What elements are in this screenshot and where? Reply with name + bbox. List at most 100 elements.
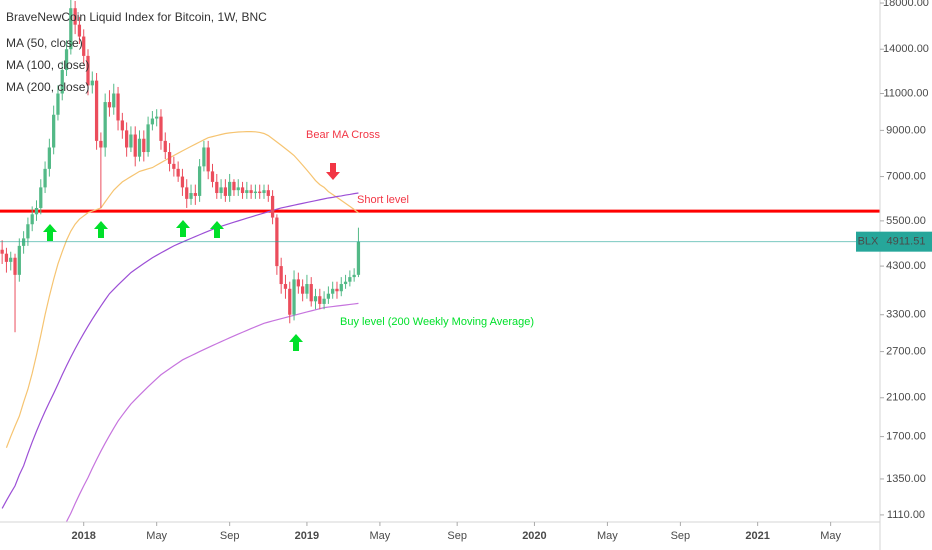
candle-body bbox=[262, 190, 266, 194]
candle-body bbox=[146, 124, 150, 153]
candle-body bbox=[17, 245, 21, 275]
candle-body bbox=[343, 281, 348, 285]
candle-body bbox=[163, 140, 167, 153]
candle-body bbox=[313, 296, 318, 302]
symbol-badge bbox=[856, 231, 880, 252]
buy-arrow bbox=[94, 221, 108, 238]
legend-entry: MA (50, close) bbox=[6, 36, 83, 50]
candle-body bbox=[331, 288, 335, 294]
last-price-label: 4911.51 bbox=[887, 236, 926, 248]
y-tick-label: 1700.00 bbox=[886, 431, 926, 443]
candle-body bbox=[279, 266, 283, 285]
chart-title: BraveNewCoin Liquid Index for Bitcoin, 1… bbox=[6, 10, 267, 24]
annotation: Bear MA Cross bbox=[306, 129, 380, 141]
candle-body bbox=[309, 284, 313, 302]
candle-body bbox=[52, 114, 56, 148]
candle-body bbox=[266, 190, 270, 196]
y-tick-label: 9000.00 bbox=[886, 124, 926, 136]
x-tick-label: Sep bbox=[671, 530, 691, 542]
candle-body bbox=[223, 187, 227, 196]
candle-body bbox=[352, 274, 356, 278]
candle-body bbox=[240, 187, 245, 194]
candle-body bbox=[116, 93, 120, 121]
annotation: Short level bbox=[357, 194, 409, 206]
candle-body bbox=[77, 24, 82, 37]
moving-average-line bbox=[66, 302, 359, 522]
candle-body bbox=[210, 171, 215, 182]
candle-body bbox=[228, 181, 232, 196]
candle-body bbox=[348, 277, 352, 282]
candle-body bbox=[21, 238, 26, 246]
candle-body bbox=[219, 187, 223, 194]
annotation: Buy level (200 Weekly Moving Average) bbox=[340, 316, 534, 328]
y-tick-label: 2700.00 bbox=[886, 346, 926, 358]
y-tick-label: 7000.00 bbox=[886, 170, 926, 182]
candle-body bbox=[43, 168, 47, 188]
signal-arrows bbox=[43, 163, 340, 351]
candle-body bbox=[180, 176, 185, 188]
legend-entry: MA (100, close) bbox=[6, 58, 89, 72]
candle-body bbox=[125, 130, 129, 148]
x-tick-label: 2021 bbox=[745, 530, 769, 542]
candle-body bbox=[356, 241, 361, 275]
candle-body bbox=[159, 116, 163, 141]
x-tick-label: 2019 bbox=[295, 530, 319, 542]
candle-body bbox=[13, 257, 17, 275]
x-tick-label: May bbox=[146, 530, 167, 542]
candle-body bbox=[258, 191, 262, 194]
y-tick-label: 1350.00 bbox=[886, 473, 926, 485]
legend-entry: MA (200, close) bbox=[6, 80, 89, 94]
candle-body bbox=[120, 120, 124, 131]
candle-body bbox=[26, 224, 30, 239]
y-tick-label: 2100.00 bbox=[886, 392, 926, 404]
candle-body bbox=[326, 293, 331, 299]
buy-arrow bbox=[43, 224, 57, 241]
candle-body bbox=[206, 147, 210, 172]
candle-body bbox=[56, 93, 60, 115]
x-tick-label: May bbox=[597, 530, 618, 542]
candle-body bbox=[107, 102, 112, 108]
candle-body bbox=[318, 296, 322, 304]
x-tick-label: 2018 bbox=[71, 530, 95, 542]
candle-body bbox=[129, 134, 133, 148]
y-tick-label: 11000.00 bbox=[883, 87, 928, 99]
candle-body bbox=[60, 70, 64, 94]
candle-body bbox=[339, 284, 343, 292]
y-tick-label: 4300.00 bbox=[886, 260, 926, 272]
candle-body bbox=[253, 191, 258, 194]
x-tick-label: May bbox=[370, 530, 391, 542]
candle-body bbox=[47, 147, 51, 169]
candle-body bbox=[270, 195, 275, 218]
candle-body bbox=[142, 138, 146, 153]
candle-body bbox=[112, 93, 116, 108]
candle-body bbox=[99, 140, 103, 148]
candle-body bbox=[322, 298, 326, 304]
x-tick-label: Sep bbox=[447, 530, 467, 542]
candle-body bbox=[103, 102, 107, 148]
y-tick-label: 14000.00 bbox=[883, 43, 929, 55]
buy-arrow bbox=[210, 221, 224, 238]
candle-body bbox=[193, 193, 197, 196]
candle-body bbox=[90, 80, 94, 86]
candle-body bbox=[172, 163, 176, 169]
candle-body bbox=[296, 279, 300, 287]
sell-arrow bbox=[326, 163, 340, 180]
candle-body bbox=[30, 214, 34, 225]
candle-body bbox=[133, 134, 137, 157]
candle-body bbox=[9, 257, 13, 262]
candle-body bbox=[305, 284, 309, 294]
buy-arrow bbox=[289, 334, 303, 351]
moving-average-line bbox=[1, 192, 359, 509]
candle-body bbox=[176, 168, 180, 177]
y-tick-label: 18000.00 bbox=[883, 0, 929, 9]
candle-body bbox=[64, 49, 69, 71]
candle-body bbox=[185, 187, 189, 199]
symbol-label: BLX bbox=[858, 236, 879, 248]
x-tick-label: May bbox=[820, 530, 841, 542]
candle-body bbox=[86, 55, 90, 86]
candle-body bbox=[137, 138, 142, 157]
buy-arrow bbox=[176, 220, 190, 237]
candle-body bbox=[0, 249, 4, 254]
moving-average-line bbox=[5, 131, 359, 448]
